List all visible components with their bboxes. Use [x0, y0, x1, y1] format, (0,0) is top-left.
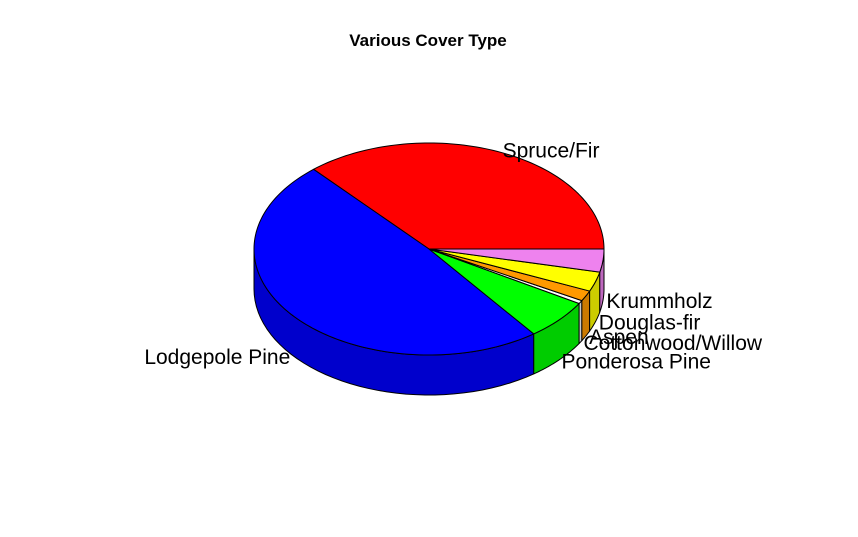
pie-slice-lodgepole-pine — [253, 168, 535, 356]
pie-slice-krummholz — [428, 248, 605, 273]
pie-label-krummholz: Krummholz — [606, 290, 712, 313]
pie-label-douglas-fir: Douglas-fir — [599, 311, 701, 334]
pie-slice-ponderosa-pine — [428, 248, 580, 335]
pie-sides — [253, 248, 605, 396]
pie-label-ponderosa-pine: Ponderosa Pine — [562, 351, 711, 374]
pie-slice-spruce-fir — [313, 142, 605, 250]
pie-slice-douglas-fir — [428, 248, 601, 292]
pie-label-lodgepole-pine: Lodgepole Pine — [144, 346, 290, 369]
pie-tops — [253, 142, 605, 356]
pie-label-aspen: Aspen — [589, 326, 649, 349]
pie-labels: Spruce/Fir Lodgepole Pine Ponderosa PineCo… — [144, 140, 763, 374]
pie-label-cottonwood-willow: Cottonwood/Willow — [584, 332, 763, 355]
pie-label-spruce-fir: Spruce/Fir — [503, 140, 600, 163]
chart-title: Various Cover Type — [349, 31, 506, 50]
